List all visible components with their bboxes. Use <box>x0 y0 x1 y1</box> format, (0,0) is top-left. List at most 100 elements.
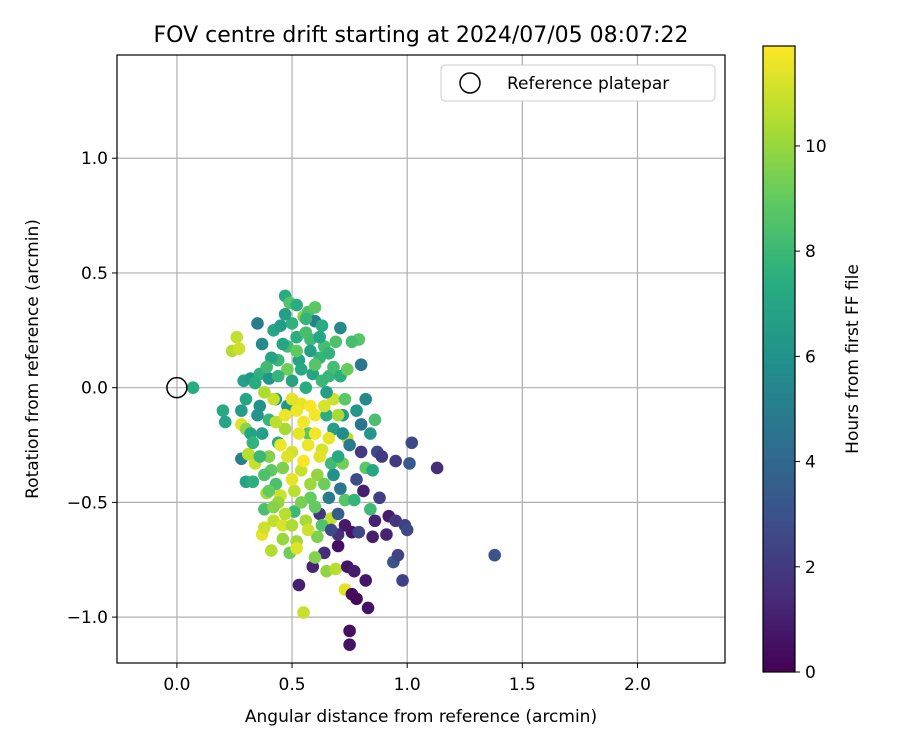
data-point <box>241 447 255 461</box>
data-point <box>278 307 292 321</box>
colorbar <box>762 45 796 673</box>
data-point <box>331 450 345 463</box>
data-point <box>368 514 382 528</box>
data-points <box>166 289 501 651</box>
x-tick-label: 0.5 <box>279 675 306 695</box>
data-point <box>265 544 278 557</box>
data-point <box>292 578 306 592</box>
data-point <box>322 431 336 445</box>
data-point <box>253 399 267 413</box>
colorbar-tick-label: 4 <box>805 453 816 473</box>
data-point <box>308 427 322 440</box>
plot-frame <box>116 54 726 664</box>
colorbar-tick-label: 8 <box>805 242 816 262</box>
data-point <box>350 592 363 606</box>
colorbar-tick-label: 0 <box>805 663 816 683</box>
data-point <box>341 363 354 376</box>
data-point <box>290 404 303 417</box>
data-point <box>297 606 310 619</box>
data-point <box>430 461 444 475</box>
data-point <box>354 445 368 459</box>
data-point <box>324 523 338 537</box>
data-point <box>354 358 368 372</box>
data-point <box>258 468 271 482</box>
data-point <box>308 551 322 564</box>
data-point <box>317 477 331 491</box>
data-point <box>336 427 349 440</box>
data-point <box>389 454 402 468</box>
data-point <box>288 484 301 498</box>
data-point <box>299 312 313 326</box>
data-point <box>304 477 317 491</box>
data-point <box>274 438 287 452</box>
data-point <box>276 461 290 475</box>
data-point <box>308 500 322 514</box>
data-point <box>350 404 363 417</box>
data-point <box>230 330 244 344</box>
data-point <box>290 541 303 555</box>
data-point <box>299 381 313 394</box>
data-point <box>320 385 333 399</box>
data-point <box>258 521 271 534</box>
data-point <box>278 507 292 521</box>
data-point <box>276 337 290 351</box>
data-point <box>327 468 340 482</box>
data-point <box>327 360 340 374</box>
data-point <box>278 408 292 422</box>
data-point <box>285 392 299 406</box>
data-point <box>262 450 276 463</box>
data-point <box>239 392 253 406</box>
data-point <box>343 438 356 452</box>
data-point <box>331 539 345 553</box>
legend-label: Reference platepar <box>507 74 669 94</box>
data-point <box>343 638 356 651</box>
data-point <box>285 473 299 486</box>
data-point <box>322 346 336 360</box>
data-point <box>334 321 347 335</box>
data-point <box>391 548 405 562</box>
data-point <box>294 496 308 509</box>
y-tick-label: 0.0 <box>81 379 108 399</box>
colorbar-tick-label: 2 <box>805 558 816 578</box>
x-tick-label: 1.0 <box>394 675 421 695</box>
data-point <box>343 624 356 638</box>
data-point <box>304 399 317 413</box>
data-point <box>297 454 310 468</box>
data-point <box>292 427 306 440</box>
data-point <box>267 392 280 406</box>
data-point <box>400 523 414 537</box>
y-tick-label: 1.0 <box>81 149 108 169</box>
data-point <box>253 450 267 463</box>
x-axis-label: Angular distance from reference (arcmin) <box>245 707 597 727</box>
data-point <box>262 484 276 498</box>
legend: Reference platepar <box>440 64 716 102</box>
data-point <box>315 319 329 333</box>
data-point <box>255 337 269 351</box>
data-point <box>308 358 322 372</box>
data-point <box>373 491 386 505</box>
data-point <box>248 376 262 390</box>
x-tick-label: 2.0 <box>624 675 651 695</box>
data-point <box>331 507 345 521</box>
data-point <box>276 532 290 546</box>
data-point <box>301 438 315 452</box>
colorbar-ticks: 0 2 4 6 8 10 <box>795 137 827 683</box>
data-point <box>380 528 393 541</box>
data-point <box>488 548 501 562</box>
data-point <box>218 415 232 429</box>
data-point <box>359 392 373 406</box>
data-point <box>260 360 273 374</box>
data-point <box>357 484 370 498</box>
data-point <box>246 436 260 450</box>
data-point <box>347 493 361 507</box>
data-point <box>364 502 377 516</box>
data-point <box>304 344 317 358</box>
data-point <box>366 463 379 477</box>
data-point <box>285 317 299 330</box>
data-point <box>375 450 389 463</box>
data-point <box>403 457 416 470</box>
data-point <box>246 475 260 489</box>
data-point <box>311 530 324 544</box>
data-point <box>347 564 361 578</box>
